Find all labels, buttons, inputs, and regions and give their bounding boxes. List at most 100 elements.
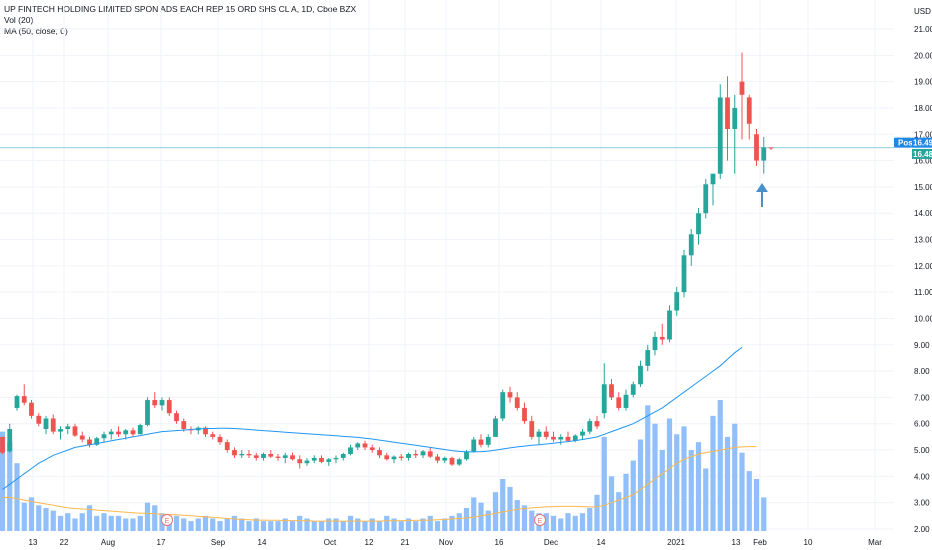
time-tick-label: Nov — [439, 538, 453, 547]
volume-bar — [405, 518, 412, 531]
candle-body — [688, 234, 694, 256]
volume-bar — [543, 513, 549, 531]
volume-bar — [717, 400, 723, 531]
volume-bar — [637, 439, 644, 531]
candle-body — [754, 134, 759, 161]
volume-bar — [14, 463, 20, 531]
time-tick-label: 14 — [258, 538, 267, 547]
candle-body — [623, 394, 629, 408]
chart-grid — [0, 0, 894, 531]
candle-body — [507, 392, 513, 398]
candle-body — [108, 431, 114, 435]
last-price-badge: 16.48 — [912, 148, 932, 159]
candle-body — [14, 396, 20, 408]
candle-body — [420, 451, 426, 456]
time-tick-label: 17 — [157, 538, 166, 547]
candle-body — [413, 454, 419, 456]
candle-body — [253, 455, 259, 458]
candle-body — [65, 426, 71, 429]
candle-body — [50, 418, 56, 432]
volume-bar — [485, 510, 491, 531]
chart-title: UP FINTECH HOLDING LIMITED SPON ADS EACH… — [4, 4, 357, 14]
volume-bar — [492, 492, 499, 531]
volume-bar — [231, 515, 238, 531]
volume-bar — [587, 507, 593, 531]
candle-body — [674, 292, 680, 311]
candle-body — [478, 439, 484, 445]
price-axis[interactable] — [894, 0, 932, 550]
candle-body — [319, 457, 324, 462]
price-tick-label: 4.00 — [914, 472, 930, 481]
candle-body — [203, 427, 208, 435]
candle-body — [7, 429, 13, 452]
candle-body — [500, 392, 506, 419]
candle-body — [681, 255, 687, 293]
volume-bar — [50, 510, 56, 531]
arrow-head — [756, 183, 768, 192]
volume-bar — [152, 505, 158, 531]
volume-bar — [710, 415, 716, 531]
candle-body — [297, 459, 303, 464]
volume-bar — [623, 473, 629, 531]
post-badge-label: Post — [898, 139, 916, 148]
candle-body — [304, 460, 310, 464]
time-tick-label: Dec — [544, 538, 558, 547]
candle-body — [87, 439, 92, 445]
candle-body — [703, 184, 709, 214]
price-tick-label: 10.00 — [914, 314, 932, 323]
candle-body — [746, 97, 752, 124]
time-tick-label: 16 — [495, 538, 504, 547]
candle-body — [29, 402, 34, 416]
candle-body — [58, 429, 63, 432]
volume-bar — [659, 450, 665, 531]
candle-body — [493, 418, 498, 437]
volume-bar — [463, 507, 470, 531]
candle-body — [456, 459, 462, 465]
time-tick-label: 21 — [401, 538, 410, 547]
candle-body — [217, 436, 223, 443]
volume-bar — [355, 518, 361, 531]
volume-bar — [674, 434, 680, 531]
volume-bar — [268, 521, 274, 531]
volume-bar — [391, 518, 397, 531]
candle-body — [246, 454, 252, 456]
volume-bar — [326, 518, 332, 531]
candle-body — [659, 336, 665, 340]
candle-body — [485, 436, 491, 445]
candle-body — [137, 425, 143, 435]
volume-bar — [681, 426, 687, 531]
volume-bar — [514, 500, 520, 531]
volume-bar — [195, 518, 201, 531]
volume-indicator-label: Vol (20) — [4, 15, 34, 25]
candle-body — [406, 454, 411, 458]
candle-body — [529, 421, 535, 437]
candle-body — [601, 384, 607, 414]
candle-body — [377, 450, 382, 456]
volume-bar — [72, 518, 78, 531]
volume-bar — [65, 513, 71, 531]
price-tick-label: 21.00 — [914, 25, 932, 34]
time-tick-label: 12 — [365, 538, 374, 547]
volume-bar — [688, 450, 694, 531]
volume-bar — [86, 505, 93, 531]
volume-bar — [36, 505, 42, 531]
price-tick-label: 11.00 — [914, 288, 932, 297]
post-price-badge: Post 16.49 — [894, 137, 932, 148]
candle-body — [72, 426, 78, 436]
candle-body — [725, 97, 730, 129]
candle-body — [21, 396, 27, 403]
ma50-line — [2, 346, 743, 490]
volume-bars — [0, 400, 767, 531]
time-tick-label: Oct — [324, 538, 337, 547]
volume-bar — [369, 518, 375, 531]
volume-bar — [173, 515, 180, 531]
time-tick-label: 14 — [597, 538, 606, 547]
volume-bar — [188, 521, 194, 531]
candle-body — [333, 457, 339, 460]
candle-body — [210, 434, 216, 437]
time-tick-label: 10 — [804, 538, 813, 547]
volume-bar — [217, 521, 223, 531]
volume-bar — [703, 468, 709, 531]
price-tick-label: 5.00 — [914, 446, 930, 455]
